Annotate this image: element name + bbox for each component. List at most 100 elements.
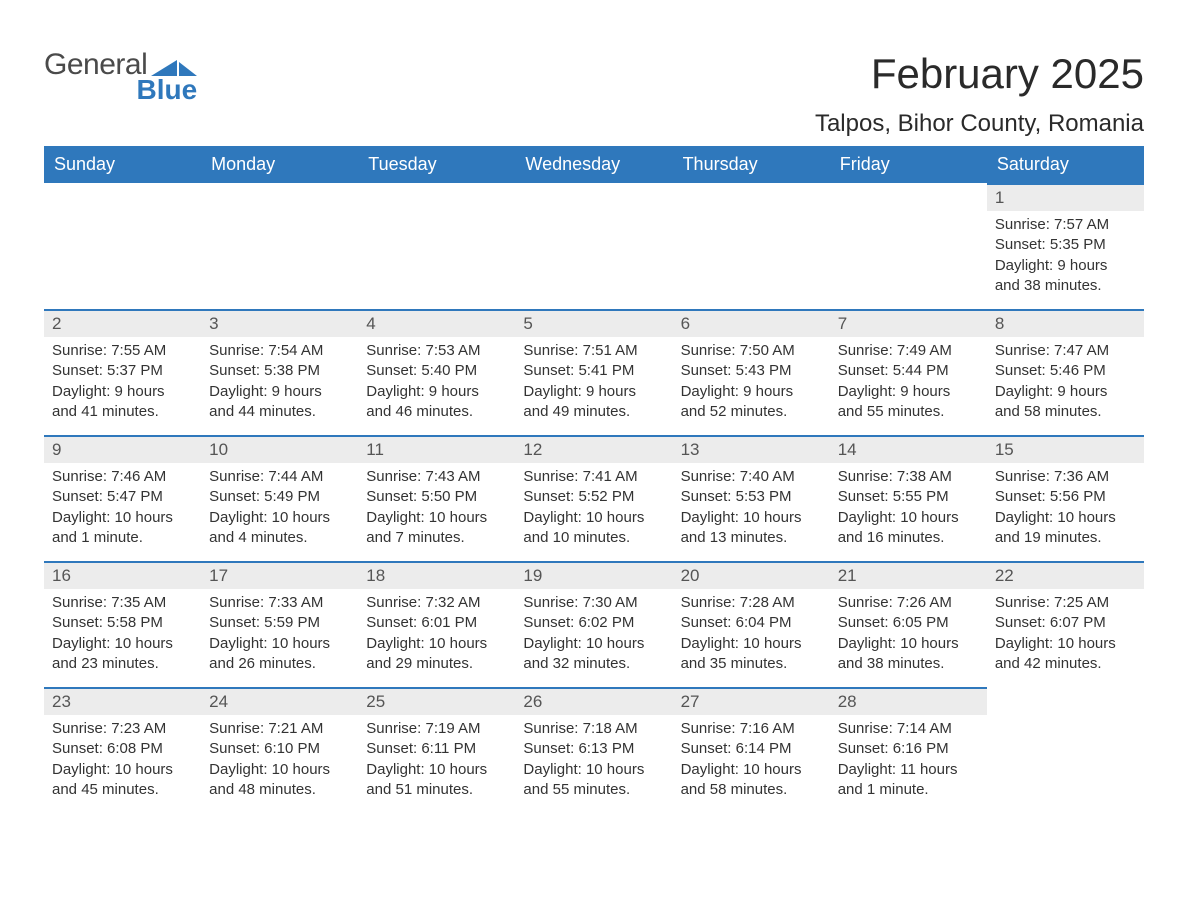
day-number: 1 (987, 183, 1144, 211)
day-number: 17 (201, 561, 358, 589)
sunset-text: Sunset: 5:44 PM (838, 361, 979, 381)
day-number: 23 (44, 687, 201, 715)
sunrise-text: Sunrise: 7:50 AM (681, 341, 822, 361)
sunrise-text: Sunrise: 7:30 AM (523, 593, 664, 613)
sunset-text: Sunset: 6:08 PM (52, 739, 193, 759)
day-number: 10 (201, 435, 358, 463)
sunrise-text: Sunrise: 7:51 AM (523, 341, 664, 361)
calendar-day-cell: 25Sunrise: 7:19 AMSunset: 6:11 PMDayligh… (358, 687, 515, 813)
title-block: February 2025 Talpos, Bihor County, Roma… (815, 50, 1144, 138)
day-content: Sunrise: 7:19 AMSunset: 6:11 PMDaylight:… (358, 715, 515, 808)
day-number: 19 (515, 561, 672, 589)
sunset-text: Sunset: 5:46 PM (995, 361, 1136, 381)
calendar-week-row: 9 Sunrise: 7:46 AMSunset: 5:47 PM Daylight… (44, 435, 1144, 561)
day-header: Friday (830, 146, 987, 183)
sunrise-text: Sunrise: 7:25 AM (995, 593, 1136, 613)
calendar-day-cell: 9Sunrise: 7:46 AMSunset: 5:47 PMDaylight… (44, 435, 201, 561)
day-number: 21 (830, 561, 987, 589)
day-content: Sunrise: 7:50 AMSunset: 5:43 PMDaylight:… (673, 337, 830, 430)
month-title: February 2025 (815, 50, 1144, 98)
sunrise-text: Sunrise: 7:19 AM (366, 719, 507, 739)
calendar-day-cell: 10Sunrise: 7:44 AMSunset: 5:49 PMDayligh… (201, 435, 358, 561)
day-number: 7 (830, 309, 987, 337)
day-number: 14 (830, 435, 987, 463)
daylight-text: Daylight: 10 hours and 26 minutes. (209, 634, 350, 675)
daylight-text: Daylight: 10 hours and 48 minutes. (209, 760, 350, 801)
day-content: Sunrise: 7:26 AMSunset: 6:05 PMDaylight:… (830, 589, 987, 682)
sunrise-text: Sunrise: 7:41 AM (523, 467, 664, 487)
daylight-text: Daylight: 10 hours and 51 minutes. (366, 760, 507, 801)
day-number: 3 (201, 309, 358, 337)
day-number: 9 (44, 435, 201, 463)
daylight-text: Daylight: 11 hours and 1 minute. (838, 760, 979, 801)
day-number: 6 (673, 309, 830, 337)
calendar-day-cell: 27Sunrise: 7:16 AMSunset: 6:14 PMDayligh… (673, 687, 830, 813)
day-number: 27 (673, 687, 830, 715)
calendar-day-cell: 6Sunrise: 7:50 AMSunset: 5:43 PMDaylight… (673, 309, 830, 435)
day-content: Sunrise: 7:51 AMSunset: 5:41 PMDaylight:… (515, 337, 672, 430)
calendar-day-cell: 2Sunrise: 7:55 AMSunset: 5:37 PMDaylight… (44, 309, 201, 435)
sunrise-text: Sunrise: 7:47 AM (995, 341, 1136, 361)
calendar-day-cell: 16Sunrise: 7:35 AMSunset: 5:58 PMDayligh… (44, 561, 201, 687)
calendar-week-row: 2Sunrise: 7:55 AMSunset: 5:37 PMDaylight… (44, 309, 1144, 435)
daylight-text: Daylight: 10 hours and 16 minutes. (838, 508, 979, 549)
day-number: 20 (673, 561, 830, 589)
sunrise-text: Sunrise: 7:36 AM (995, 467, 1136, 487)
day-number: 28 (830, 687, 987, 715)
daylight-text: Daylight: 10 hours and 42 minutes. (995, 634, 1136, 675)
sunset-text: Sunset: 6:05 PM (838, 613, 979, 633)
logo-arrow-icon (151, 54, 197, 76)
daylight-text: Daylight: 10 hours and 55 minutes. (523, 760, 664, 801)
day-content: Sunrise: 7:53 AMSunset: 5:40 PMDaylight:… (358, 337, 515, 430)
sunset-text: Sunset: 6:10 PM (209, 739, 350, 759)
calendar-day-cell (987, 687, 1144, 813)
daylight-text: Daylight: 10 hours and 35 minutes. (681, 634, 822, 675)
day-content: Sunrise: 7:41 AMSunset: 5:52 PMDaylight:… (515, 463, 672, 556)
sunrise-text: Sunrise: 7:33 AM (209, 593, 350, 613)
sunset-text: Sunset: 5:41 PM (523, 361, 664, 381)
day-header: Tuesday (358, 146, 515, 183)
sunset-text: Sunset: 6:14 PM (681, 739, 822, 759)
sunrise-text: Sunrise: 7:55 AM (52, 341, 193, 361)
day-number: 15 (987, 435, 1144, 463)
daylight-text: Daylight: 10 hours and 4 minutes. (209, 508, 350, 549)
sunrise-text: Sunrise: 7:44 AM (209, 467, 350, 487)
sunset-text: Sunset: 6:11 PM (366, 739, 507, 759)
day-number: 16 (44, 561, 201, 589)
daylight-text: Daylight: 9 hours and 41 minutes. (52, 382, 193, 423)
calendar-day-cell: 20Sunrise: 7:28 AMSunset: 6:04 PMDayligh… (673, 561, 830, 687)
day-content: Sunrise: 7:28 AMSunset: 6:04 PMDaylight:… (673, 589, 830, 682)
daylight-text: Daylight: 10 hours and 23 minutes. (52, 634, 193, 675)
sunrise-text: Sunrise: 7:32 AM (366, 593, 507, 613)
sunset-text: Sunset: 6:02 PM (523, 613, 664, 633)
day-header: Thursday (673, 146, 830, 183)
daylight-text: Daylight: 10 hours and 45 minutes. (52, 760, 193, 801)
sunset-text: Sunset: 5:55 PM (838, 487, 979, 507)
day-content: Sunrise: 7:57 AMSunset: 5:35 PMDaylight:… (987, 211, 1144, 304)
sunset-text: Sunset: 6:04 PM (681, 613, 822, 633)
sunrise-text: Sunrise: 7:54 AM (209, 341, 350, 361)
sunrise-text: Sunrise: 7:46 AM (52, 467, 193, 487)
calendar-day-cell: 4Sunrise: 7:53 AMSunset: 5:40 PMDaylight… (358, 309, 515, 435)
daylight-text: Daylight: 10 hours and 19 minutes. (995, 508, 1136, 549)
calendar-week-row: 16Sunrise: 7:35 AMSunset: 5:58 PMDayligh… (44, 561, 1144, 687)
sunrise-text: Sunrise: 7:53 AM (366, 341, 507, 361)
sunset-text: Sunset: 5:50 PM (366, 487, 507, 507)
calendar-day-cell (44, 183, 201, 309)
calendar-day-cell: 23Sunrise: 7:23 AMSunset: 6:08 PMDayligh… (44, 687, 201, 813)
calendar-day-cell: 24Sunrise: 7:21 AMSunset: 6:10 PMDayligh… (201, 687, 358, 813)
day-number: 2 (44, 309, 201, 337)
day-content: Sunrise: 7:35 AMSunset: 5:58 PMDaylight:… (44, 589, 201, 682)
sunset-text: Sunset: 5:47 PM (52, 487, 193, 507)
calendar-table: SundayMondayTuesdayWednesdayThursdayFrid… (44, 146, 1144, 813)
sunset-text: Sunset: 5:35 PM (995, 235, 1136, 255)
calendar-day-cell (673, 183, 830, 309)
sunset-text: Sunset: 5:58 PM (52, 613, 193, 633)
sunrise-text: Sunrise: 7:14 AM (838, 719, 979, 739)
day-header: Wednesday (515, 146, 672, 183)
calendar-day-cell: 19Sunrise: 7:30 AMSunset: 6:02 PMDayligh… (515, 561, 672, 687)
sunrise-text: Sunrise: 7:38 AM (838, 467, 979, 487)
day-content: Sunrise: 7:23 AMSunset: 6:08 PMDaylight:… (44, 715, 201, 808)
calendar-day-cell: 13Sunrise: 7:40 AMSunset: 5:53 PMDayligh… (673, 435, 830, 561)
sunset-text: Sunset: 6:16 PM (838, 739, 979, 759)
